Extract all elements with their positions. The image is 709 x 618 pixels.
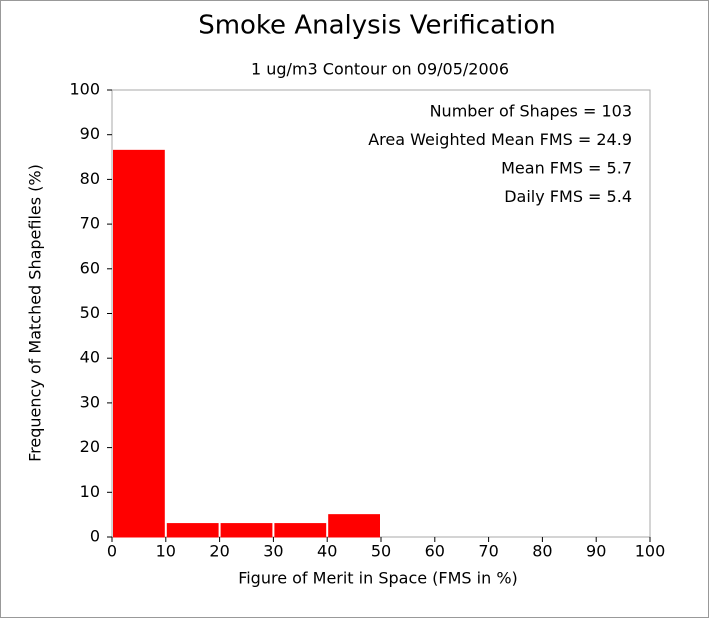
chart-subtitle: 1 ug/m3 Contour on 09/05/2006 — [251, 60, 509, 79]
bar — [328, 514, 381, 538]
bar — [113, 149, 165, 538]
y-tick-label: 10 — [80, 482, 100, 501]
y-tick-label: 70 — [80, 214, 100, 233]
y-tick-label: 80 — [80, 169, 100, 188]
x-tick-label: 100 — [635, 542, 666, 561]
y-tick-label: 100 — [69, 80, 100, 99]
x-tick-label: 30 — [263, 542, 283, 561]
chart-title: Smoke Analysis Verification — [198, 11, 556, 41]
annotation: Mean FMS = 5.7 — [501, 159, 632, 178]
bar — [166, 523, 219, 538]
annotation: Daily FMS = 5.4 — [504, 187, 632, 206]
y-tick-label: 30 — [80, 392, 100, 411]
y-axis-label: Frequency of Matched Shapefiles (%) — [26, 164, 45, 462]
annotation: Number of Shapes = 103 — [430, 102, 632, 121]
x-tick-label: 40 — [317, 542, 337, 561]
x-tick-label: 80 — [532, 542, 552, 561]
bar — [220, 523, 273, 538]
x-tick-label: 50 — [371, 542, 391, 561]
x-tick-label: 70 — [478, 542, 498, 561]
y-tick-label: 20 — [80, 437, 100, 456]
annotation: Area Weighted Mean FMS = 24.9 — [368, 130, 632, 149]
y-tick-label: 90 — [80, 124, 100, 143]
x-tick-label: 90 — [586, 542, 606, 561]
x-tick-label: 0 — [107, 542, 117, 561]
x-axis-label: Figure of Merit in Space (FMS in %) — [238, 569, 518, 588]
y-tick-label: 50 — [80, 303, 100, 322]
x-tick-label: 20 — [209, 542, 229, 561]
bar — [274, 523, 327, 538]
y-tick-label: 0 — [90, 527, 100, 546]
y-tick-label: 40 — [80, 348, 100, 367]
y-tick-label: 60 — [80, 258, 100, 277]
x-tick-label: 10 — [156, 542, 176, 561]
x-tick-label: 60 — [425, 542, 445, 561]
